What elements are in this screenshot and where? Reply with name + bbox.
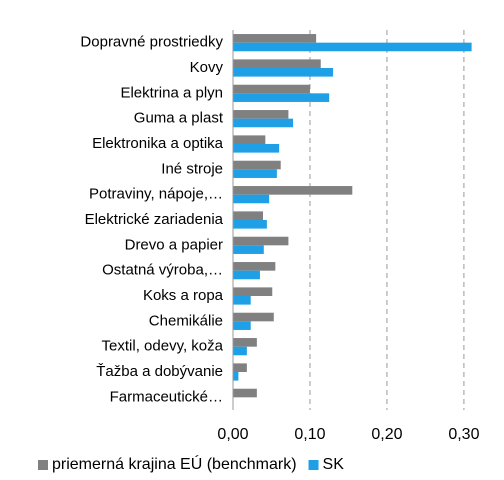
bar	[233, 160, 281, 170]
x-tick-label: 0,30	[448, 426, 479, 443]
y-tick-label: Ťažba a dobývanie	[96, 363, 223, 380]
bar	[233, 68, 334, 77]
y-tick-label: Dopravné prostriedky	[80, 34, 223, 51]
bar	[233, 110, 289, 119]
bar	[233, 186, 353, 195]
y-tick-label: Farmaceutické…	[110, 388, 223, 405]
bar	[233, 338, 257, 347]
bar	[233, 312, 274, 322]
y-tick-label: Guma a plast	[134, 110, 224, 127]
legend-label: SK	[323, 456, 345, 473]
bar	[233, 296, 251, 305]
bar	[233, 84, 310, 94]
bar	[233, 59, 321, 68]
bar	[233, 388, 257, 398]
bar	[233, 262, 276, 271]
bar	[233, 42, 472, 52]
bar	[233, 211, 264, 220]
legend-label: priemerná krajina EÚ (benchmark)	[52, 454, 297, 473]
y-tick-label: Elektronika a optika	[92, 135, 224, 152]
y-tick-label: Drevo a papier	[125, 236, 223, 253]
bar	[233, 169, 277, 178]
y-tick-label: Textil, odevy, koža	[102, 338, 224, 355]
bar	[233, 346, 247, 356]
y-tick-label: Chemikálie	[149, 312, 223, 329]
legend-swatch	[38, 460, 48, 470]
y-tick-label: Koks a ropa	[143, 287, 224, 304]
x-tick-label: 0,10	[294, 426, 325, 443]
x-tick-label: 0,00	[217, 426, 248, 443]
bar	[233, 372, 239, 381]
bar	[233, 118, 294, 128]
y-tick-label: Elektrina a plyn	[120, 84, 223, 101]
bar	[233, 287, 273, 296]
bar	[233, 270, 260, 280]
bar	[233, 144, 280, 153]
y-tick-label: Ostatná výroba,…	[102, 262, 223, 279]
y-tick-label: Iné stroje	[161, 160, 223, 177]
bar	[233, 194, 270, 204]
y-tick-label: Potraviny, nápoje,…	[89, 186, 223, 203]
bar	[233, 220, 267, 229]
bar	[233, 245, 264, 254]
y-tick-label: Kovy	[190, 59, 224, 76]
bar	[233, 93, 330, 102]
bar	[233, 34, 317, 43]
y-tick-label: Elektrické zariadenia	[85, 211, 224, 228]
legend-swatch	[308, 460, 319, 470]
bar	[233, 363, 247, 372]
bar	[233, 321, 251, 330]
bar	[233, 135, 266, 144]
x-tick-label: 0,20	[371, 426, 402, 443]
bar	[233, 236, 289, 246]
